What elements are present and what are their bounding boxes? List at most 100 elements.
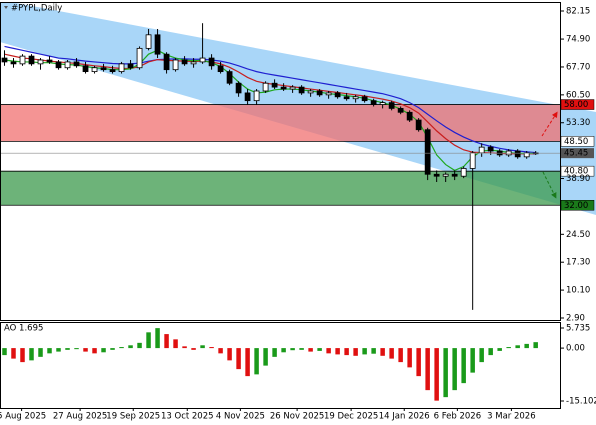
candle-body bbox=[190, 61, 197, 65]
candle-body bbox=[478, 146, 485, 154]
up-arrow bbox=[541, 111, 558, 137]
candle-body bbox=[451, 173, 458, 177]
candle-body bbox=[37, 59, 44, 65]
y-tick-label: 67.70 bbox=[566, 62, 590, 72]
ao-bar bbox=[380, 348, 385, 356]
candle-body bbox=[442, 173, 449, 177]
y-tick-label: 2.90 bbox=[566, 313, 585, 323]
candle-body bbox=[397, 108, 404, 113]
ao-bar bbox=[200, 345, 205, 349]
ao-bar bbox=[92, 348, 97, 354]
candle-body bbox=[262, 82, 269, 92]
candle-body bbox=[154, 34, 161, 55]
ao-bar bbox=[38, 348, 43, 357]
candle-body bbox=[199, 57, 206, 63]
ao-bar bbox=[371, 348, 376, 354]
x-tick-label: 26 Nov 2025 bbox=[270, 412, 324, 422]
ao-bar bbox=[20, 348, 25, 363]
x-tick-label: 3 Mar 2026 bbox=[487, 412, 535, 422]
candle-body bbox=[127, 63, 134, 69]
ao-bar bbox=[470, 348, 475, 373]
candle-body bbox=[325, 92, 332, 96]
x-tick-label: 19 Sep 2025 bbox=[106, 412, 160, 422]
x-tick-label: 6 Feb 2026 bbox=[434, 412, 482, 422]
candle-body bbox=[316, 90, 323, 96]
y-tick-label: 17.30 bbox=[566, 258, 590, 268]
level-label: 58.00 bbox=[564, 100, 588, 110]
ao-bar bbox=[344, 348, 349, 356]
candle-body bbox=[208, 57, 215, 67]
candle-body bbox=[64, 61, 71, 69]
candle-body bbox=[370, 100, 377, 105]
candle-body bbox=[55, 61, 62, 69]
y-tick-label: 53.30 bbox=[566, 118, 590, 128]
ao-bar bbox=[362, 348, 367, 355]
ao-bar bbox=[56, 348, 61, 352]
ao-bar bbox=[443, 348, 448, 398]
moving-average bbox=[4, 53, 536, 155]
candle-body bbox=[469, 152, 476, 169]
ao-bar bbox=[452, 348, 457, 391]
ao-bar bbox=[236, 348, 241, 370]
candle-body bbox=[136, 47, 143, 69]
ao-bar bbox=[110, 348, 115, 350]
candle-body bbox=[487, 146, 494, 152]
ao-title: AO 1.695 bbox=[4, 324, 43, 334]
ao-bar bbox=[191, 348, 196, 350]
ao-bar bbox=[497, 348, 502, 351]
candle-body bbox=[235, 82, 242, 94]
ao-bar bbox=[281, 348, 286, 353]
ao-bar bbox=[299, 348, 304, 350]
ao-bar bbox=[227, 348, 232, 361]
candle-body bbox=[388, 102, 395, 109]
candle-body bbox=[307, 90, 314, 94]
price-pane bbox=[0, 23, 560, 310]
zone bbox=[0, 104, 560, 142]
candle-body bbox=[433, 173, 440, 177]
ao-bar bbox=[209, 347, 214, 349]
ao-bar bbox=[308, 348, 313, 352]
ao-bar bbox=[137, 342, 142, 349]
ao-bar bbox=[425, 348, 430, 391]
ao-bar bbox=[2, 348, 7, 356]
level-label: 48.50 bbox=[564, 137, 588, 147]
level-label: 40.80 bbox=[564, 167, 588, 177]
ao-bar bbox=[416, 348, 421, 377]
moving-average bbox=[4, 45, 536, 154]
ao-bar bbox=[434, 348, 439, 401]
ao-bar bbox=[164, 334, 169, 349]
candle-body bbox=[415, 119, 422, 131]
ao-bar bbox=[290, 348, 295, 351]
candle-body bbox=[334, 92, 341, 98]
ao-frame bbox=[0, 322, 561, 409]
chart-title: #PYPL,Daily bbox=[11, 4, 62, 14]
candle-body bbox=[28, 55, 35, 65]
candle-body bbox=[145, 34, 152, 49]
candle-body bbox=[1, 57, 8, 63]
x-tick-label: 27 Aug 2025 bbox=[53, 412, 107, 422]
candle-body bbox=[91, 67, 98, 73]
ao-bar bbox=[407, 348, 412, 368]
candle-body bbox=[424, 129, 431, 175]
candle-body bbox=[172, 59, 179, 71]
ao-pane bbox=[2, 328, 538, 401]
level-label: 32.00 bbox=[564, 201, 588, 211]
y-tick-label: 38.90 bbox=[566, 174, 590, 184]
ao-bar bbox=[515, 345, 520, 349]
ao-bar bbox=[326, 348, 331, 354]
level-badge bbox=[560, 99, 595, 110]
candle-body bbox=[406, 111, 413, 121]
price-frame bbox=[0, 2, 561, 321]
candle-body bbox=[226, 71, 233, 84]
x-tick-label: 19 Dec 2025 bbox=[324, 412, 378, 422]
zone bbox=[0, 171, 560, 206]
candle-body bbox=[10, 61, 17, 65]
candle-body bbox=[109, 69, 116, 73]
candle-body bbox=[352, 96, 359, 100]
ao-bar bbox=[101, 348, 106, 353]
ao-bar bbox=[398, 348, 403, 363]
candle-body bbox=[163, 53, 170, 71]
ao-bar bbox=[11, 348, 16, 359]
title-icon bbox=[4, 6, 8, 9]
